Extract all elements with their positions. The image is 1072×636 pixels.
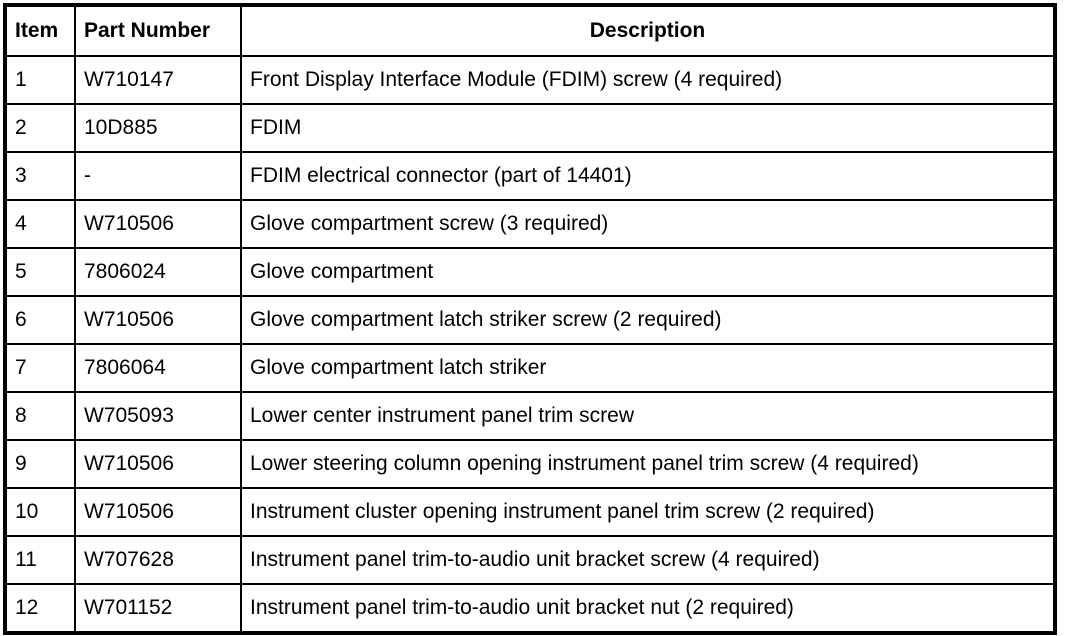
header-part-number: Part Number (74, 4, 242, 57)
table-body: 1 W710147 Front Display Interface Module (… (4, 55, 1056, 634)
table-row: 6 W710506 Glove compartment latch striker … (4, 295, 1056, 345)
description-cell: Instrument panel trim-to-audio unit brac… (240, 583, 1056, 634)
part-number-cell: W710506 (74, 439, 242, 489)
part-number-cell: W705093 (74, 391, 242, 441)
table-row: 11 W707628 Instrument panel trim-to-audio … (4, 535, 1056, 585)
item-cell: 2 (4, 103, 76, 153)
part-number-cell: - (74, 151, 242, 201)
table-row: 9 W710506 Lower steering column opening in… (4, 439, 1056, 489)
description-cell: Front Display Interface Module (FDIM) sc… (240, 55, 1056, 105)
part-number-cell: W710506 (74, 487, 242, 537)
header-item: Item (4, 4, 76, 57)
item-cell: 1 (4, 55, 76, 105)
part-number-cell: W707628 (74, 535, 242, 585)
table-row: 8 W705093 Lower center instrument panel tr… (4, 391, 1056, 441)
item-cell: 5 (4, 247, 76, 297)
parts-table: Item Part Number Description 1 W710147 Fro… (3, 3, 1057, 635)
item-cell: 3 (4, 151, 76, 201)
description-cell: Instrument panel trim-to-audio unit brac… (240, 535, 1056, 585)
item-cell: 10 (4, 487, 76, 537)
table-row: 4 W710506 Glove compartment screw (3 requi… (4, 199, 1056, 249)
description-cell: Instrument cluster opening instrument pa… (240, 487, 1056, 537)
description-cell: Glove compartment (240, 247, 1056, 297)
item-cell: 4 (4, 199, 76, 249)
item-cell: 8 (4, 391, 76, 441)
description-cell: Lower steering column opening instrument… (240, 439, 1056, 489)
table-row: 2 10D885 FDIM (4, 103, 1056, 153)
description-cell: Glove compartment latch striker (240, 343, 1056, 393)
part-number-cell: W701152 (74, 583, 242, 634)
part-number-cell: 7806064 (74, 343, 242, 393)
description-cell: FDIM (240, 103, 1056, 153)
description-cell: FDIM electrical connector (part of 14401… (240, 151, 1056, 201)
header-description: Description (240, 4, 1056, 57)
table-row: 12 W701152 Instrument panel trim-to-audio … (4, 583, 1056, 634)
item-cell: 9 (4, 439, 76, 489)
part-number-cell: W710506 (74, 199, 242, 249)
item-cell: 12 (4, 583, 76, 634)
item-cell: 6 (4, 295, 76, 345)
header-row: Item Part Number Description (4, 4, 1056, 57)
table-row: 10 W710506 Instrument cluster opening inst… (4, 487, 1056, 537)
description-cell: Glove compartment screw (3 required) (240, 199, 1056, 249)
item-cell: 11 (4, 535, 76, 585)
part-number-cell: 10D885 (74, 103, 242, 153)
table-row: 5 7806024 Glove compartment (4, 247, 1056, 297)
part-number-cell: W710147 (74, 55, 242, 105)
description-cell: Glove compartment latch striker screw (2… (240, 295, 1056, 345)
item-cell: 7 (4, 343, 76, 393)
table-row: 1 W710147 Front Display Interface Module (… (4, 55, 1056, 105)
part-number-cell: 7806024 (74, 247, 242, 297)
table-row: 3- FDIM electrical connector (part of 144… (4, 151, 1056, 201)
description-cell: Lower center instrument panel trim screw (240, 391, 1056, 441)
part-number-cell: W710506 (74, 295, 242, 345)
table-row: 7 7806064 Glove compartment latch striker (4, 343, 1056, 393)
